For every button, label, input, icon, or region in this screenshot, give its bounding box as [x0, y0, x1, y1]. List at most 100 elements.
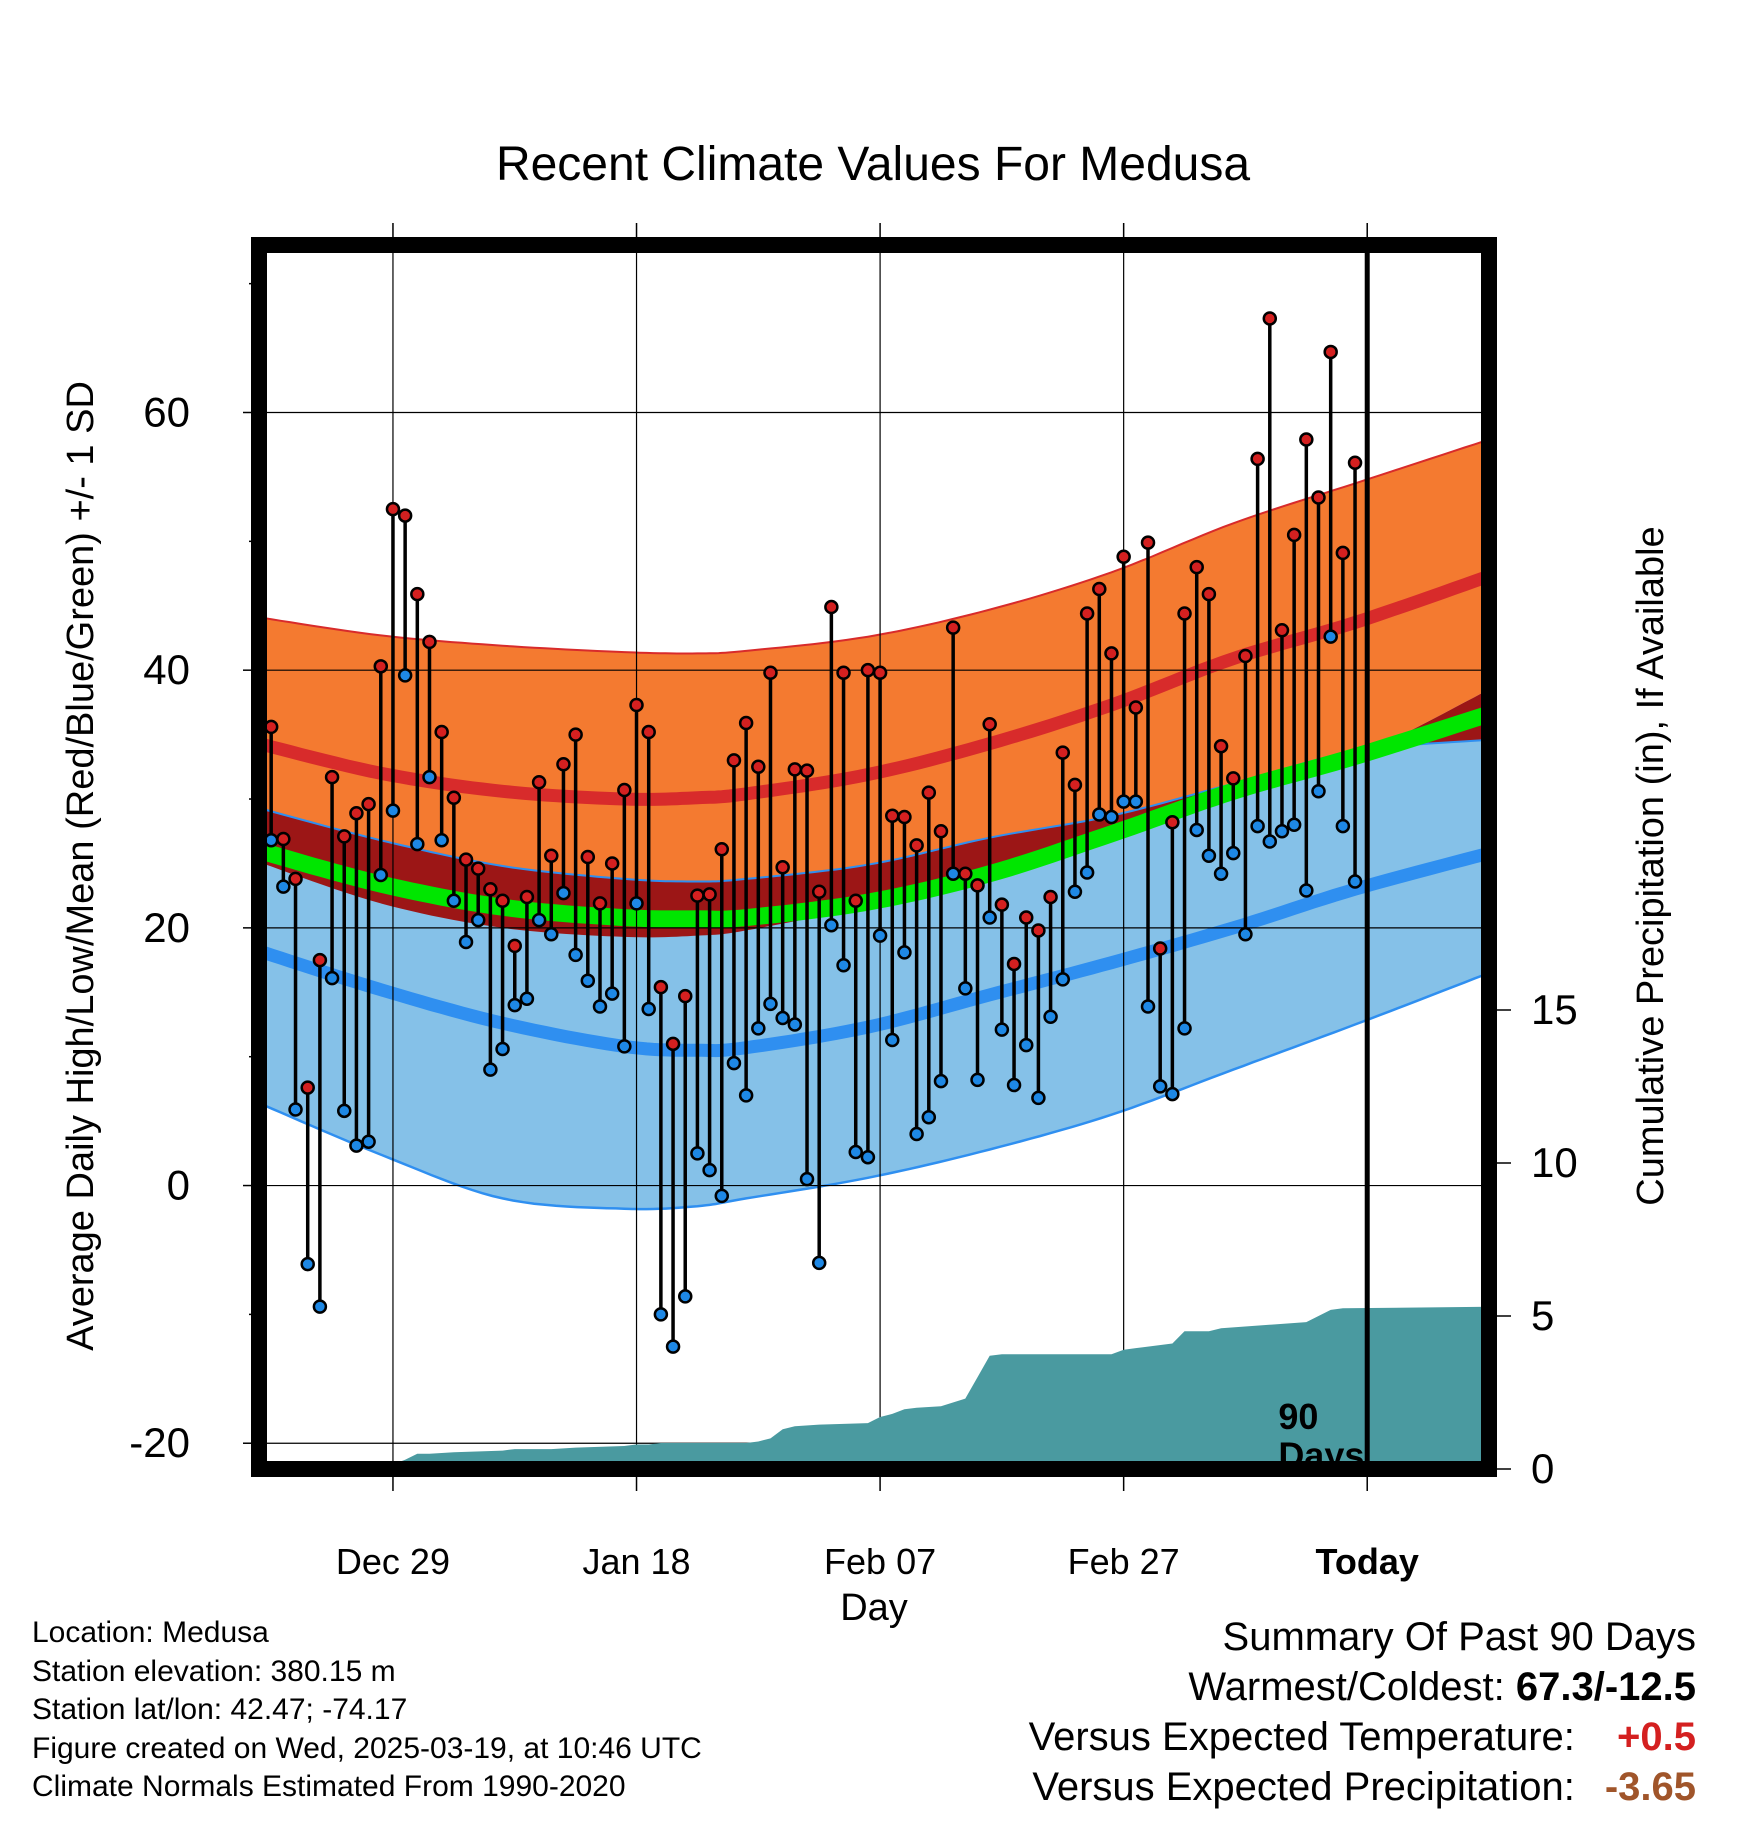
low-point	[1079, 865, 1095, 880]
low-point	[373, 867, 389, 883]
low-point	[970, 1072, 985, 1088]
low-point	[958, 981, 973, 996]
low-point	[1006, 1077, 1022, 1093]
high-point	[738, 715, 754, 731]
high-point	[811, 884, 827, 900]
high-point	[726, 753, 742, 768]
low-point	[397, 668, 413, 683]
low-point	[726, 1055, 742, 1071]
low-point	[458, 934, 474, 950]
normals-text: Climate Normals Estimated From 1990-2020	[32, 1770, 626, 1803]
y-tick-label: 60	[143, 388, 190, 435]
high-point	[1092, 581, 1107, 597]
high-point	[617, 782, 632, 798]
high-point	[1189, 559, 1204, 575]
low-point	[324, 970, 340, 986]
low-point	[483, 1062, 498, 1077]
low-point	[1286, 817, 1302, 833]
high-point	[312, 952, 328, 968]
high-point	[1031, 923, 1046, 938]
high-point	[1311, 490, 1326, 505]
high-point	[921, 785, 937, 800]
high-point	[909, 838, 924, 853]
high-point	[1079, 606, 1095, 621]
low-point	[665, 1339, 681, 1354]
low-point	[361, 1134, 376, 1149]
low-point	[945, 866, 961, 881]
low-point	[1201, 848, 1217, 863]
y2-tick-label: 15	[1531, 986, 1578, 1033]
low-point	[641, 1001, 656, 1017]
high-point	[641, 724, 656, 740]
low-point	[349, 1138, 364, 1153]
precip-value: -3.65	[1604, 1765, 1696, 1809]
high-point	[763, 665, 778, 681]
low-point	[1274, 823, 1290, 839]
high-point	[848, 893, 863, 909]
created-text: Figure created on Wed, 2025-03-19, at 10…	[32, 1731, 702, 1765]
high-point	[751, 759, 766, 775]
low-point	[519, 991, 535, 1006]
low-point	[604, 986, 620, 1001]
temp-value: +0.5	[1617, 1715, 1696, 1759]
high-point	[1140, 535, 1156, 550]
high-point	[446, 790, 462, 805]
low-point	[1311, 784, 1326, 799]
low-point	[1018, 1037, 1034, 1053]
location-text: Location: Medusa	[32, 1616, 269, 1649]
high-point	[677, 988, 693, 1004]
x-tick-label: Jan 18	[582, 1541, 690, 1582]
low-point	[787, 1017, 803, 1032]
high-point	[1177, 606, 1192, 621]
low-point	[836, 957, 851, 973]
low-point	[410, 836, 425, 852]
precip-area	[259, 1306, 1489, 1469]
low-point	[1323, 629, 1338, 644]
high-point	[1201, 586, 1217, 602]
high-point	[580, 849, 596, 865]
y2-tick-label: 10	[1531, 1139, 1578, 1186]
x-tick-label: Today	[1316, 1541, 1419, 1582]
low-point	[994, 1022, 1010, 1037]
low-point	[897, 945, 912, 960]
high-point	[872, 665, 888, 681]
high-sd-band	[259, 439, 1489, 938]
high-point	[1323, 344, 1338, 360]
high-point	[604, 856, 620, 871]
low-point	[470, 912, 486, 928]
low-point	[775, 1010, 790, 1026]
low-point	[653, 1307, 669, 1322]
high-point	[531, 775, 547, 790]
high-point	[775, 860, 790, 875]
high-point	[1274, 622, 1290, 638]
high-point	[544, 848, 559, 863]
low-point	[909, 1126, 924, 1142]
low-point	[544, 927, 559, 942]
chart-title: Recent Climate Values For Medusa	[496, 138, 1250, 191]
low-point	[763, 996, 778, 1012]
high-point	[1006, 956, 1022, 972]
high-point	[361, 796, 376, 812]
warmest-coldest-value: 67.3/-12.5	[1515, 1665, 1696, 1709]
warmest-coldest-label: Warmest/Coldest:	[1188, 1665, 1505, 1709]
y-tick-label: 40	[143, 646, 190, 693]
summary-panel: Summary Of Past 90 Days Warmest/Coldest:…	[1029, 1612, 1696, 1812]
high-point	[1128, 700, 1144, 715]
low-point	[1177, 1021, 1192, 1036]
low-point	[933, 1073, 949, 1089]
high-point	[1018, 910, 1034, 925]
precip-row: Versus Expected Precipitation: -3.65	[1029, 1762, 1696, 1812]
low-point	[1262, 834, 1278, 849]
precip-label: Versus Expected Precipitation:	[1032, 1765, 1575, 1809]
high-point	[982, 717, 997, 732]
high-point	[483, 881, 498, 897]
x-tick-label: Feb 07	[824, 1541, 936, 1582]
high-point	[385, 501, 401, 517]
low-point	[617, 1039, 632, 1054]
high-point	[1226, 771, 1241, 786]
low-point	[629, 896, 644, 911]
high-point	[324, 769, 340, 785]
y2-tick-label: 0	[1531, 1445, 1554, 1492]
high-point	[1250, 451, 1265, 467]
low-point	[1140, 999, 1156, 1014]
